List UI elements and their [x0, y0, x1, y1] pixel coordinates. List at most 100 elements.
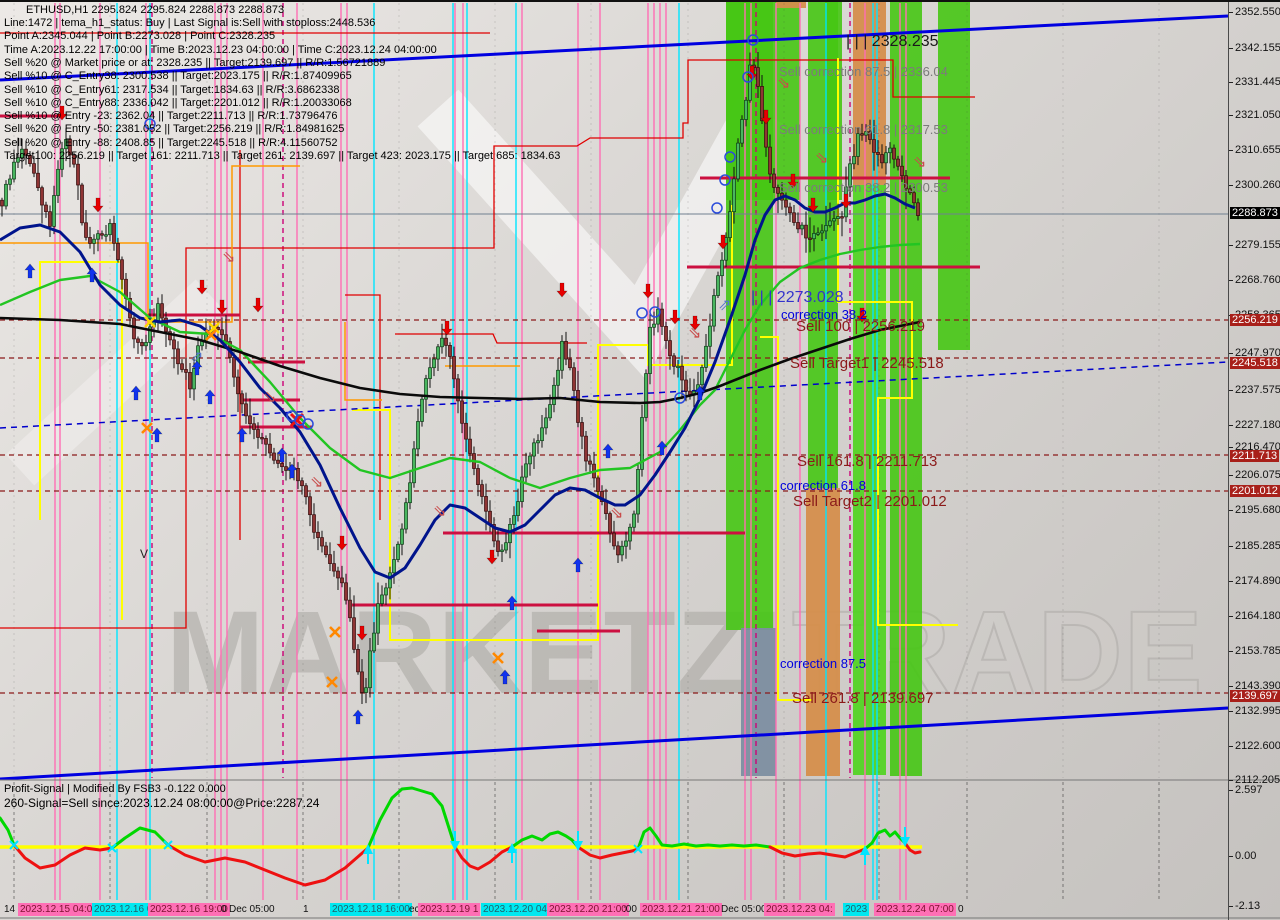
candlestick	[88, 237, 92, 244]
candlestick	[312, 514, 316, 533]
candlestick	[376, 603, 380, 634]
candlestick	[508, 524, 512, 544]
candlestick	[848, 163, 852, 188]
candlestick	[504, 542, 508, 551]
axis-tick	[1229, 82, 1233, 83]
candlestick	[40, 187, 44, 206]
oscillator-line	[12, 843, 114, 870]
price-axis[interactable]: 2352.550 2342.155 2331.445 2321.050 2310.655…	[1228, 0, 1280, 920]
time-axis-label: 2023.12.19 1	[418, 903, 481, 916]
candlestick	[884, 152, 888, 164]
price-badge: 2201.012	[1230, 485, 1280, 497]
candlestick	[700, 367, 704, 386]
candlestick	[764, 120, 768, 148]
candlestick	[720, 259, 724, 277]
candlestick	[220, 329, 224, 336]
candlestick	[736, 142, 740, 180]
osc-sell-arrow-icon	[900, 837, 910, 847]
price-axis-label: 2331.445	[1235, 76, 1280, 88]
axis-tick	[1229, 48, 1233, 49]
axis-tick	[1229, 115, 1233, 116]
candlestick	[128, 297, 132, 319]
price-badge: 2288.873	[1230, 207, 1280, 219]
candlestick	[564, 340, 568, 360]
candlestick	[892, 147, 896, 160]
zone-band	[825, 0, 842, 200]
candlestick	[792, 212, 796, 223]
price-axis-label: 2.597	[1235, 784, 1263, 796]
candlestick	[48, 211, 52, 227]
time-axis-label: 2023.12.20 21:00	[547, 903, 629, 916]
candlestick	[28, 154, 32, 164]
sell-arrow-icon	[336, 535, 348, 551]
axis-tick	[1229, 616, 1233, 617]
level-structure-line	[345, 294, 381, 520]
entry-circle-icon	[649, 306, 661, 318]
candlestick	[408, 482, 412, 504]
candlestick	[380, 594, 384, 605]
level-structure-line	[344, 322, 382, 401]
candlestick	[660, 308, 664, 327]
time-axis-label: 2023.12.15 04:00	[18, 903, 100, 916]
exit-x-icon	[329, 626, 341, 638]
candlestick	[76, 163, 80, 186]
candlestick	[912, 192, 916, 204]
buy-arrow-icon	[276, 447, 288, 463]
candlestick	[424, 378, 428, 400]
candlestick	[728, 211, 732, 238]
oscillator-line	[453, 845, 514, 871]
candlestick	[364, 687, 368, 693]
axis-tick	[1229, 546, 1233, 547]
oscillator-line	[110, 826, 170, 850]
price-axis-label: 2143.390	[1235, 680, 1280, 692]
candlestick	[868, 131, 872, 140]
oscillator-line	[576, 845, 640, 860]
candlestick	[84, 222, 88, 238]
entry-circle-icon	[742, 71, 754, 83]
trend-line	[0, 361, 1229, 429]
candlestick	[556, 369, 560, 386]
candlestick	[412, 448, 416, 484]
candlestick	[612, 532, 616, 547]
sell-arrow-icon	[717, 234, 729, 250]
time-axis-label: 14 D	[4, 904, 26, 915]
oscillator-line	[636, 826, 772, 851]
breakout-arrow-icon: ⇘	[688, 325, 701, 342]
candlestick	[348, 599, 352, 619]
logo-chevron-icon	[417, 89, 787, 380]
candlestick	[540, 427, 544, 442]
candlestick	[244, 403, 248, 417]
candlestick	[252, 423, 256, 430]
pullback-arrow-icon: ⇗	[718, 297, 731, 314]
candlestick	[12, 161, 16, 180]
candlestick	[132, 317, 136, 340]
exit-x-icon	[141, 422, 153, 434]
candlestick	[568, 358, 572, 369]
axis-tick	[1229, 280, 1233, 281]
candlestick	[804, 224, 808, 239]
osc-buy-arrow-icon	[507, 843, 517, 853]
candlestick	[512, 515, 516, 525]
candlestick	[336, 570, 340, 579]
candlestick	[776, 187, 780, 194]
sell-arrow-icon	[56, 105, 68, 121]
candlestick	[644, 373, 648, 418]
candlestick	[652, 323, 656, 328]
candlestick	[156, 303, 160, 322]
time-axis[interactable]: 14 D 2023.12.15 04:00 2023.12.16 02:00 2023…	[0, 902, 1228, 918]
time-axis-label: 2023.12.18 16:00	[330, 903, 412, 916]
oscillator-line	[166, 843, 370, 887]
candlestick	[436, 346, 440, 360]
entry-x-icon	[208, 322, 220, 334]
candlestick	[44, 204, 48, 213]
candlestick	[756, 67, 760, 87]
candlestick	[588, 460, 592, 465]
candlestick	[344, 582, 348, 601]
axis-tick	[1229, 447, 1233, 448]
candlestick	[276, 459, 280, 464]
window-top-edge	[0, 0, 1280, 2]
time-axis-label: 2023	[843, 903, 870, 916]
candlestick	[768, 146, 772, 175]
